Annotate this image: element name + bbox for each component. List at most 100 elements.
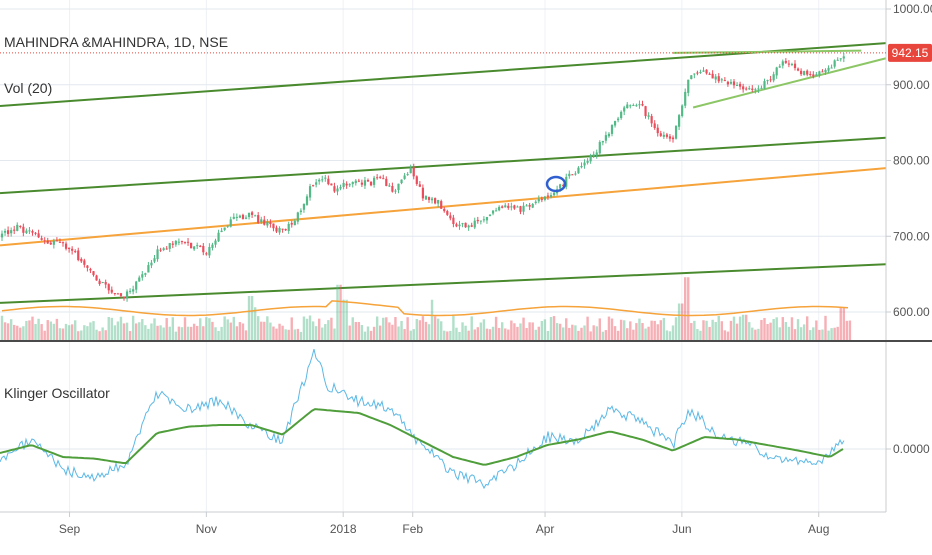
candle-body (315, 182, 318, 185)
candle-body (25, 230, 28, 233)
volume-bar (565, 318, 568, 341)
candle-body (656, 127, 659, 134)
volume-bar (473, 329, 476, 341)
volume-bar (43, 330, 46, 341)
candle-body (531, 203, 534, 208)
candle-body (327, 178, 330, 185)
volume-bar (214, 327, 217, 341)
volume-bar (479, 322, 483, 341)
volume-bar (80, 330, 83, 341)
volume-bar (537, 326, 540, 341)
volume-bar (623, 320, 626, 341)
volume-bar (806, 316, 809, 341)
candle-body (470, 225, 473, 227)
candle-body (839, 58, 842, 60)
volume-bar (397, 326, 400, 341)
candle-body (793, 63, 797, 69)
oscillator-lines (0, 348, 845, 490)
volume-bar (677, 303, 681, 341)
candle-body (147, 265, 150, 273)
volume-bar (778, 327, 781, 341)
volume-bar (458, 331, 461, 341)
volume-bar (171, 317, 174, 341)
price-tick-label: 700.00 (893, 229, 930, 243)
candle-body (180, 241, 184, 243)
candle-body (229, 219, 232, 227)
volume-bar (257, 316, 260, 341)
candle-body (455, 224, 458, 227)
candle-body (10, 230, 13, 234)
volume-bar (751, 327, 754, 341)
candle-body (40, 238, 43, 240)
volume-bar (9, 319, 13, 341)
candle-body (803, 71, 806, 75)
candle-body (7, 230, 10, 234)
candle-body (64, 243, 68, 249)
candle-body (363, 180, 367, 186)
volume-bar (443, 330, 446, 341)
candle-body (196, 245, 199, 247)
volume-bar (138, 322, 141, 341)
volume-bar (754, 329, 757, 341)
candle-body (119, 293, 123, 296)
volume-bar (501, 322, 504, 341)
time-tick-label: Sep (59, 522, 81, 536)
volume-bar (516, 326, 519, 341)
oscillator-line (0, 348, 845, 490)
volume-bar (748, 322, 751, 341)
candle-body (138, 277, 141, 282)
volume-bar (522, 317, 525, 341)
candle-body (757, 88, 760, 90)
candle-body (406, 174, 409, 176)
volume-bar (824, 315, 827, 341)
volume-bar (433, 316, 437, 341)
volume-bar (790, 317, 794, 341)
highlight-circle (545, 175, 567, 193)
candle-body (238, 215, 241, 218)
volume-bar (491, 326, 495, 341)
volume-bar (494, 316, 498, 341)
volume-bar (467, 330, 470, 341)
candle-body (577, 167, 580, 174)
volume-bar (409, 330, 412, 341)
candles (0, 52, 845, 302)
oscillator-axis: 0.0000 (886, 442, 930, 456)
candle-body (28, 230, 31, 232)
candle-body (696, 72, 699, 74)
volume-bar (348, 325, 351, 341)
volume-bar (147, 328, 150, 341)
volume-bar (476, 327, 479, 341)
volume-bar (52, 323, 56, 341)
candle-body (583, 162, 586, 166)
candle-body (705, 69, 708, 74)
candle-body (775, 67, 778, 76)
volume-bar (488, 329, 492, 341)
candle-body (205, 253, 208, 255)
candle-body (272, 223, 275, 229)
candle-body (116, 293, 119, 295)
candle-body (760, 87, 763, 89)
volume-bar (461, 322, 464, 341)
candle-body (800, 70, 803, 75)
price-tick-label: 800.00 (893, 154, 930, 168)
candle-body (763, 81, 766, 89)
volume-bar (16, 325, 19, 341)
volume-bar (363, 331, 367, 341)
candle-body (186, 241, 190, 243)
volume-bar (366, 326, 370, 341)
time-tick-label: Jun (672, 522, 691, 536)
candle-body (540, 199, 543, 201)
volume-bar (818, 329, 821, 341)
candle-body (339, 187, 342, 189)
volume-bar (162, 327, 165, 341)
candle-body (430, 198, 434, 201)
candle-body (824, 69, 827, 73)
last-price-label: 942.15 (892, 46, 929, 60)
volume-bar (296, 328, 300, 341)
candle-body (247, 212, 251, 217)
volume-bar (412, 329, 415, 341)
candle-body (732, 81, 736, 86)
candle-body (507, 205, 510, 208)
